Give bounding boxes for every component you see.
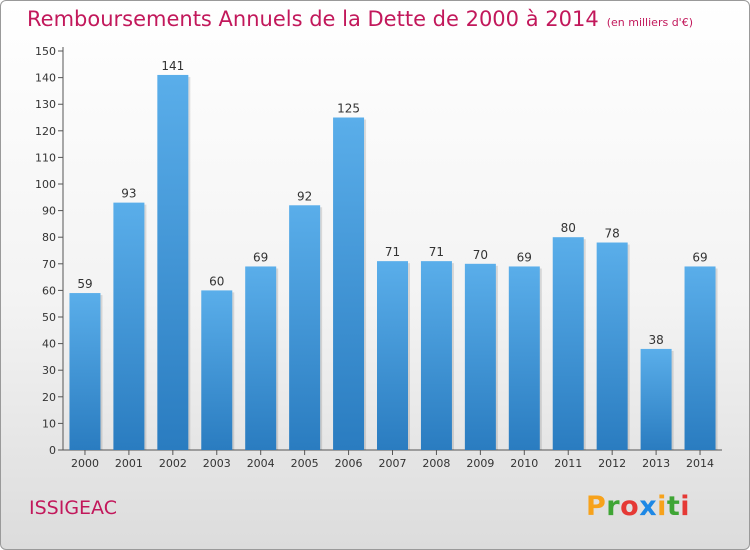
bar [508, 266, 540, 450]
bar [640, 348, 672, 450]
x-tick-label: 2006 [335, 457, 363, 470]
axes: 0 10 20 30 40 50 60 70 80 90 100 110 120 130 140 150 [35, 45, 722, 457]
bar-value-label: 69 [517, 250, 532, 264]
x-tick-label: 2002 [159, 457, 187, 470]
bar [113, 202, 145, 450]
bar-value-label: 80 [561, 221, 576, 235]
x-tick-label: 2013 [642, 457, 670, 470]
logo-letter: i [680, 491, 691, 522]
bar-value-label: 141 [161, 59, 184, 73]
y-tick-label: 140 [35, 72, 56, 85]
x-tick-label: 2005 [291, 457, 319, 470]
bar-value-label: 59 [77, 277, 92, 291]
y-tick-label: 100 [35, 178, 56, 191]
chart-title: Remboursements Annuels de la Dette de 20… [27, 7, 599, 31]
bar [552, 237, 584, 450]
y-tick-label: 150 [35, 45, 56, 58]
logo-letter: t [666, 491, 681, 522]
x-tick-label: 2000 [71, 457, 99, 470]
x-tick-label: 2008 [422, 457, 450, 470]
x-tick-label: 2010 [510, 457, 538, 470]
bar [157, 74, 189, 450]
y-tick-label: 120 [35, 125, 56, 138]
bar [464, 263, 496, 450]
bar-value-label: 93 [121, 187, 136, 201]
y-tick-label: 110 [35, 151, 56, 164]
x-tick-label: 2004 [247, 457, 275, 470]
bar-value-label: 92 [297, 189, 312, 203]
y-tick-label: 10 [42, 417, 56, 430]
x-tick-label: 2003 [203, 457, 231, 470]
bar-value-label: 125 [337, 102, 360, 116]
bar [333, 117, 365, 450]
x-tick-label: 2011 [554, 457, 582, 470]
logo-letter: r [606, 491, 621, 522]
chart-unit: (en milliers d'€) [606, 16, 693, 29]
bar [201, 290, 233, 450]
commune-name: ISSIGEAC [29, 497, 117, 519]
y-tick-label: 50 [42, 311, 56, 324]
y-tick-label: 70 [42, 258, 56, 271]
bar-value-label: 69 [253, 250, 268, 264]
bar-value-label: 70 [473, 248, 488, 262]
bar-value-label: 71 [429, 245, 444, 259]
labels: 59 2000 93 2001 141 2002 60 2003 69 2004 92 2005 125… [71, 59, 714, 470]
bar-value-label: 60 [209, 274, 224, 288]
bar [377, 261, 408, 450]
y-tick-label: 30 [42, 364, 56, 377]
chart-title-block: Remboursements Annuels de la Dette de 20… [27, 7, 693, 31]
x-tick-label: 2012 [598, 457, 626, 470]
logo-letter: i [657, 491, 667, 522]
bars [69, 74, 718, 450]
logo-letter: P [586, 491, 607, 522]
bar [684, 266, 716, 450]
y-tick-label: 40 [42, 338, 56, 351]
y-tick-label: 0 [49, 444, 56, 457]
logo-letter: o [620, 491, 640, 522]
bar-value-label: 38 [648, 333, 663, 347]
bar [69, 293, 101, 450]
x-tick-label: 2014 [686, 457, 714, 470]
logo-letter: x [639, 491, 658, 522]
bar [420, 261, 452, 450]
bar-value-label: 71 [385, 245, 400, 259]
y-tick-label: 90 [42, 205, 56, 218]
bar-value-label: 78 [605, 227, 620, 241]
bar [289, 205, 321, 450]
x-tick-label: 2009 [466, 457, 494, 470]
y-tick-label: 80 [42, 231, 56, 244]
bar [596, 242, 628, 450]
y-tick-label: 130 [35, 98, 56, 111]
x-tick-label: 2007 [379, 457, 407, 470]
x-tick-label: 2001 [115, 457, 143, 470]
bar-value-label: 69 [692, 250, 707, 264]
bar [245, 266, 277, 450]
proxiti-logo[interactable]: Proxiti [586, 491, 690, 522]
y-tick-label: 60 [42, 284, 56, 297]
y-tick-label: 20 [42, 391, 56, 404]
